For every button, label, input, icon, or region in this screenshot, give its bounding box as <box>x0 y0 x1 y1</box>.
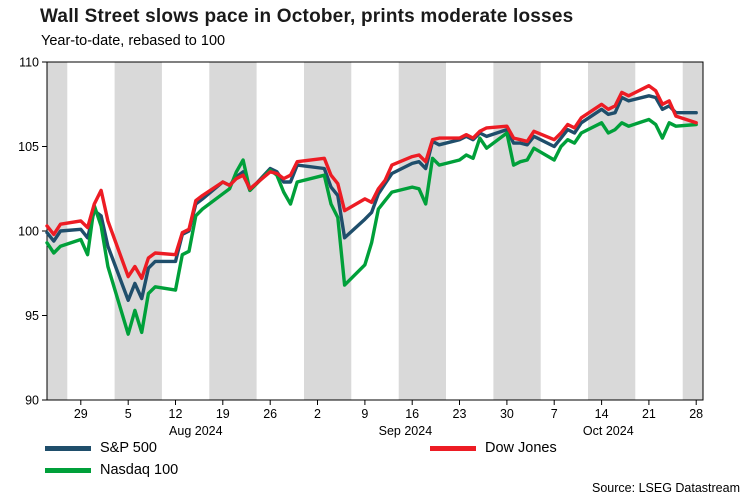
month-label: Sep 2024 <box>379 424 433 438</box>
x-tick-label: 26 <box>263 407 277 421</box>
legend-label-nasdaq100: Nasdaq 100 <box>100 462 179 478</box>
legend-item-nasdaq100: Nasdaq 100 <box>45 462 178 478</box>
y-tick-label: 100 <box>18 225 39 239</box>
legend-item-sp500: S&P 500 <box>45 440 157 456</box>
month-label: Oct 2024 <box>583 424 634 438</box>
series-line <box>45 84 698 281</box>
series-line <box>45 94 698 303</box>
x-tick-label: 29 <box>74 407 88 421</box>
x-tick-label: 12 <box>169 407 183 421</box>
y-tick-label: 90 <box>25 394 39 408</box>
y-tick-label: 95 <box>25 309 39 323</box>
y-tick-label: 105 <box>18 140 39 154</box>
legend-item-dowjones: Dow Jones <box>430 440 557 456</box>
x-tick-label: 23 <box>453 407 467 421</box>
x-tick-label: 28 <box>689 407 703 421</box>
week-band <box>682 62 703 400</box>
y-tick-label: 110 <box>19 56 39 70</box>
x-tick-label: 2 <box>314 407 321 421</box>
source-attribution: Source: LSEG Datastream <box>592 481 740 495</box>
nasdaq100-line-swatch <box>45 467 91 473</box>
x-tick-label: 30 <box>500 407 514 421</box>
x-tick-label: 9 <box>361 407 368 421</box>
x-tick-label: 19 <box>216 407 230 421</box>
x-tick-label: 7 <box>551 407 558 421</box>
x-tick-label: 21 <box>642 407 656 421</box>
week-band <box>209 62 257 400</box>
week-band <box>493 62 541 400</box>
week-band <box>588 62 636 400</box>
dowjones-line-swatch <box>430 445 476 451</box>
x-tick-label: 5 <box>125 407 132 421</box>
x-tick-label: 14 <box>595 407 609 421</box>
legend-label-dowjones: Dow Jones <box>485 440 557 456</box>
month-label: Aug 2024 <box>169 424 223 438</box>
chart-title: Wall Street slows pace in October, print… <box>40 6 574 27</box>
chart-subtitle: Year-to-date, rebased to 100 <box>41 33 226 49</box>
series-line <box>45 117 698 336</box>
x-tick-label: 16 <box>405 407 419 421</box>
sp500-line-swatch <box>45 445 91 451</box>
week-band <box>398 62 446 400</box>
legend-label-sp500: S&P 500 <box>100 440 157 456</box>
week-band <box>114 62 162 400</box>
